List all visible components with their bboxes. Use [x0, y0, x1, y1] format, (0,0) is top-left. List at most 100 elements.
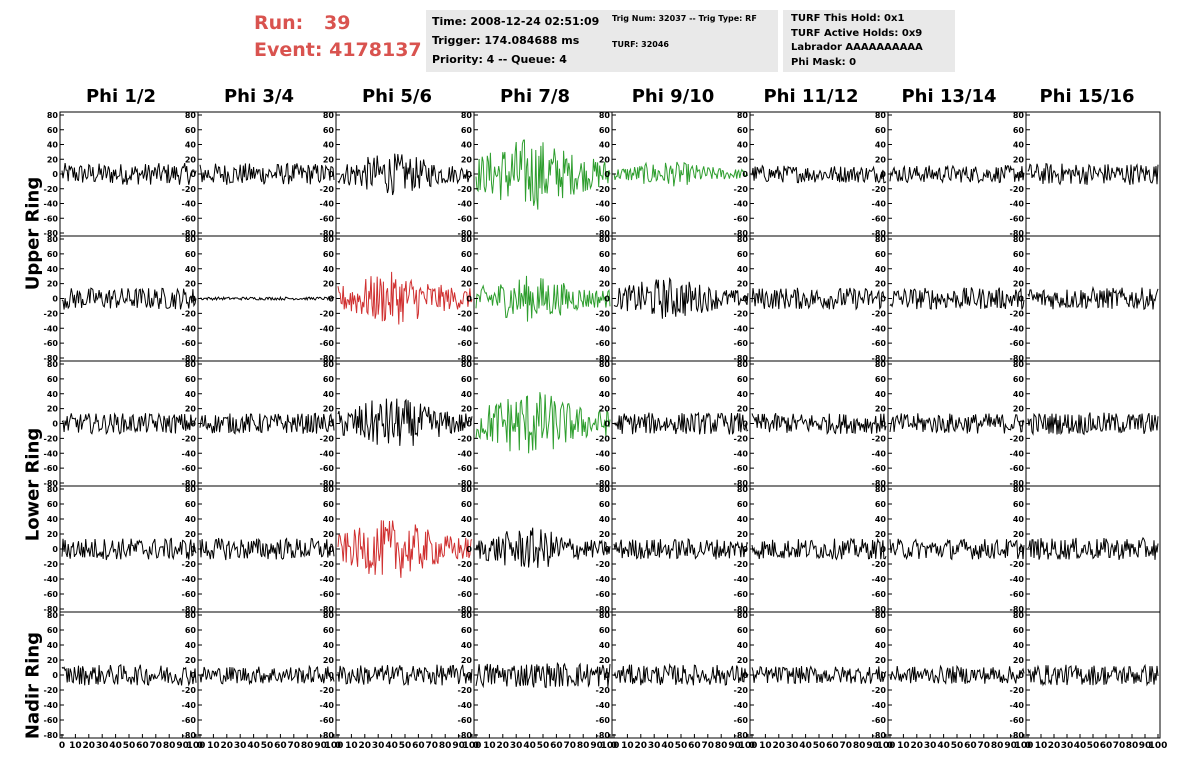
- y-tick-label: -80: [182, 229, 197, 238]
- x-tick-label: 50: [399, 741, 412, 751]
- y-tick-label: 40: [1013, 390, 1025, 399]
- y-tick-label: 60: [461, 626, 473, 635]
- y-tick-label: -40: [872, 324, 887, 333]
- y-tick-label: 80: [1013, 235, 1025, 244]
- waveform-trace: [337, 271, 473, 325]
- x-tick-label: 0: [197, 741, 203, 751]
- x-tick-label: 30: [234, 741, 247, 751]
- waveform-trace: [1027, 663, 1159, 687]
- y-tick-label: 60: [461, 375, 473, 384]
- y-tick-label: 40: [875, 641, 887, 650]
- y-tick-label: 0: [604, 545, 610, 554]
- y-tick-label: 80: [599, 235, 611, 244]
- y-tick-label: -40: [320, 449, 335, 458]
- y-tick-label: 60: [875, 250, 887, 259]
- y-tick-label: -20: [458, 560, 473, 569]
- y-tick-label: -20: [458, 185, 473, 194]
- waveform-trace: [751, 537, 887, 561]
- waveform-panel-frame: [473, 111, 613, 237]
- x-tick-label: 90: [866, 741, 879, 751]
- y-tick-label: -20: [44, 686, 59, 695]
- x-tick-label: 90: [176, 741, 189, 751]
- x-tick-label: 90: [452, 741, 465, 751]
- x-tick-label: 60: [964, 741, 977, 751]
- y-tick-label: 60: [47, 126, 59, 135]
- y-tick-label: -80: [1010, 229, 1025, 238]
- waveform-panel-frame: [197, 111, 337, 237]
- x-tick-label: 50: [675, 741, 688, 751]
- y-tick-label: 80: [1013, 360, 1025, 369]
- waveform-panel-frame: [197, 611, 337, 739]
- y-tick-label: 40: [737, 141, 749, 150]
- x-tick-label: 40: [109, 741, 122, 751]
- y-tick-label: 40: [323, 141, 335, 150]
- waveform-trace: [613, 161, 749, 187]
- y-tick-label: -40: [1010, 701, 1025, 710]
- y-tick-label: 20: [737, 530, 749, 539]
- y-tick-label: -60: [458, 464, 473, 473]
- y-tick-label: 0: [880, 170, 886, 179]
- x-tick-label: 100: [463, 741, 482, 751]
- y-tick-label: 80: [737, 485, 749, 494]
- x-tick-label: 10: [483, 741, 496, 751]
- x-tick-label: 90: [590, 741, 603, 751]
- x-tick-label: 40: [937, 741, 950, 751]
- x-tick-label: 20: [497, 741, 510, 751]
- y-tick-label: 60: [599, 626, 611, 635]
- y-tick-label: 60: [737, 126, 749, 135]
- y-tick-label: 40: [185, 390, 197, 399]
- y-tick-label: -40: [734, 200, 749, 209]
- y-tick-label: 80: [737, 360, 749, 369]
- x-tick-label: 0: [473, 741, 479, 751]
- y-tick-label: -40: [182, 324, 197, 333]
- y-tick-label: -20: [596, 309, 611, 318]
- x-tick-label: 80: [853, 741, 866, 751]
- waveform-trace: [1027, 412, 1159, 436]
- y-tick-label: -20: [872, 434, 887, 443]
- y-tick-label: 60: [599, 250, 611, 259]
- y-tick-label: -40: [872, 575, 887, 584]
- x-tick-label: 90: [728, 741, 741, 751]
- waveform-trace: [613, 411, 749, 435]
- y-tick-label: -20: [596, 434, 611, 443]
- x-tick-label: 10: [759, 741, 772, 751]
- y-tick-label: -80: [734, 479, 749, 488]
- y-tick-label: -20: [734, 185, 749, 194]
- y-tick-label: 0: [1018, 420, 1024, 429]
- y-tick-label: 20: [1013, 656, 1025, 665]
- waveform-trace: [199, 162, 335, 185]
- waveform-panel-frame: [887, 485, 1027, 613]
- y-tick-label: 0: [880, 420, 886, 429]
- y-tick-label: 0: [880, 671, 886, 680]
- x-tick-label: 0: [887, 741, 893, 751]
- y-tick-label: -40: [320, 701, 335, 710]
- y-tick-label: -60: [734, 214, 749, 223]
- y-tick-label: 20: [323, 405, 335, 414]
- waveform-trace: [1027, 163, 1159, 186]
- y-tick-label: 20: [737, 656, 749, 665]
- y-tick-label: 20: [737, 405, 749, 414]
- y-tick-label: -60: [1010, 464, 1025, 473]
- y-tick-label: 40: [47, 515, 59, 524]
- waveform-trace: [61, 537, 197, 561]
- x-tick-label: 30: [648, 741, 661, 751]
- y-tick-label: 20: [185, 530, 197, 539]
- turf-this-hold: TURF This Hold: 0x1: [791, 13, 905, 24]
- y-tick-label: -60: [458, 214, 473, 223]
- y-tick-label: -80: [320, 354, 335, 363]
- y-tick-label: -40: [1010, 324, 1025, 333]
- x-tick-label: 60: [274, 741, 287, 751]
- y-tick-label: 20: [599, 405, 611, 414]
- y-tick-label: 0: [328, 545, 334, 554]
- y-tick-label: -60: [872, 464, 887, 473]
- y-tick-label: 60: [599, 375, 611, 384]
- y-tick-label: -80: [734, 354, 749, 363]
- y-tick-label: 80: [185, 485, 197, 494]
- event-line: Event: 4178137: [254, 37, 422, 64]
- y-tick-label: -80: [44, 605, 59, 614]
- x-tick-label: 30: [510, 741, 523, 751]
- x-tick-label: 0: [59, 741, 65, 751]
- y-tick-label: 40: [47, 641, 59, 650]
- x-tick-label: 70: [564, 741, 577, 751]
- y-tick-label: 40: [599, 265, 611, 274]
